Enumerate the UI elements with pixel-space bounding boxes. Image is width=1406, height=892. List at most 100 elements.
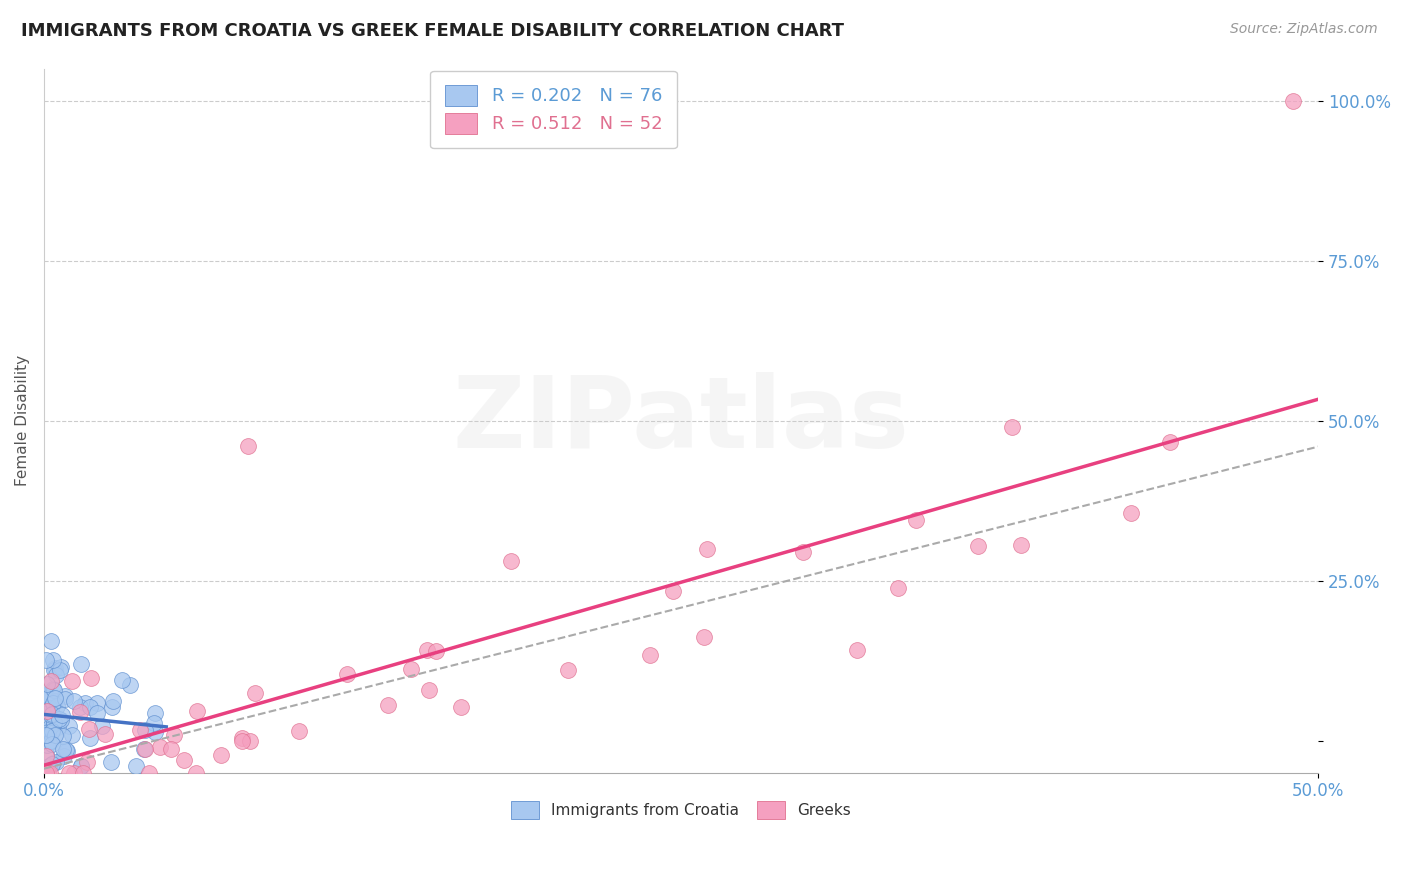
Point bbox=[35, 690, 58, 705]
Point bbox=[142, 716, 165, 731]
Point bbox=[41, 737, 63, 751]
Point bbox=[53, 692, 76, 706]
Point bbox=[100, 755, 122, 769]
Point bbox=[77, 723, 100, 737]
Point bbox=[138, 765, 160, 780]
Point bbox=[186, 704, 208, 718]
Point bbox=[100, 700, 122, 714]
Point bbox=[79, 731, 101, 745]
Point bbox=[209, 747, 232, 762]
Point bbox=[41, 757, 63, 772]
Point bbox=[42, 682, 65, 697]
Point bbox=[39, 702, 62, 716]
Point bbox=[39, 734, 62, 748]
Point bbox=[41, 756, 63, 770]
Point bbox=[48, 712, 70, 726]
Point bbox=[39, 634, 62, 648]
Point bbox=[63, 765, 86, 780]
Point bbox=[86, 706, 108, 720]
Y-axis label: Female Disability: Female Disability bbox=[15, 355, 30, 486]
Point bbox=[38, 721, 60, 735]
Point bbox=[1010, 538, 1032, 552]
Point bbox=[49, 713, 72, 727]
Point bbox=[51, 660, 73, 674]
Point bbox=[173, 753, 195, 767]
Point bbox=[53, 689, 76, 703]
Point bbox=[55, 742, 77, 756]
Point bbox=[45, 699, 67, 714]
Point bbox=[1281, 94, 1303, 108]
Point bbox=[35, 765, 58, 780]
Point bbox=[44, 661, 66, 675]
Point bbox=[44, 663, 66, 677]
Point bbox=[35, 689, 58, 703]
Point bbox=[35, 653, 58, 667]
Point bbox=[38, 710, 60, 724]
Point bbox=[35, 677, 58, 691]
Point bbox=[499, 554, 522, 568]
Point bbox=[143, 706, 166, 720]
Point bbox=[231, 731, 253, 746]
Point bbox=[1121, 506, 1143, 520]
Point bbox=[41, 723, 63, 738]
Point bbox=[60, 728, 83, 742]
Point bbox=[45, 755, 67, 769]
Point bbox=[39, 708, 62, 723]
Point bbox=[236, 439, 259, 453]
Point bbox=[76, 755, 98, 769]
Point bbox=[52, 742, 75, 756]
Point bbox=[37, 691, 59, 706]
Point bbox=[846, 642, 869, 657]
Point bbox=[69, 706, 91, 720]
Point bbox=[124, 759, 146, 773]
Point bbox=[56, 743, 79, 757]
Point bbox=[35, 724, 58, 739]
Point bbox=[80, 671, 103, 685]
Point bbox=[37, 765, 59, 780]
Point bbox=[39, 673, 62, 688]
Point bbox=[128, 723, 150, 738]
Point bbox=[79, 699, 101, 714]
Point bbox=[52, 729, 75, 743]
Point bbox=[69, 759, 91, 773]
Point bbox=[41, 707, 63, 722]
Point bbox=[60, 673, 83, 688]
Point bbox=[239, 734, 262, 748]
Point bbox=[638, 648, 661, 662]
Point bbox=[35, 747, 58, 761]
Point bbox=[416, 642, 439, 657]
Point bbox=[662, 583, 685, 598]
Point bbox=[692, 630, 714, 644]
Point bbox=[37, 705, 59, 719]
Point bbox=[39, 726, 62, 740]
Point bbox=[696, 541, 718, 556]
Point bbox=[35, 748, 58, 763]
Point bbox=[63, 694, 86, 708]
Point bbox=[287, 723, 309, 738]
Point bbox=[186, 765, 208, 780]
Text: Source: ZipAtlas.com: Source: ZipAtlas.com bbox=[1230, 22, 1378, 37]
Point bbox=[967, 540, 990, 554]
Point bbox=[38, 700, 60, 714]
Point bbox=[73, 696, 96, 710]
Point bbox=[69, 700, 91, 714]
Point bbox=[336, 667, 359, 681]
Point bbox=[557, 663, 579, 677]
Point bbox=[101, 694, 124, 708]
Text: IMMIGRANTS FROM CROATIA VS GREEK FEMALE DISABILITY CORRELATION CHART: IMMIGRANTS FROM CROATIA VS GREEK FEMALE … bbox=[21, 22, 844, 40]
Point bbox=[887, 581, 910, 595]
Point bbox=[1159, 434, 1181, 449]
Point bbox=[399, 662, 422, 676]
Point bbox=[134, 723, 156, 737]
Point bbox=[35, 728, 58, 742]
Point bbox=[39, 765, 62, 780]
Point bbox=[134, 742, 156, 756]
Point bbox=[1001, 420, 1024, 434]
Point bbox=[46, 720, 69, 734]
Point bbox=[70, 759, 93, 773]
Point bbox=[160, 742, 183, 756]
Point bbox=[91, 719, 114, 733]
Point bbox=[42, 697, 65, 711]
Point bbox=[42, 716, 65, 731]
Point bbox=[792, 545, 814, 559]
